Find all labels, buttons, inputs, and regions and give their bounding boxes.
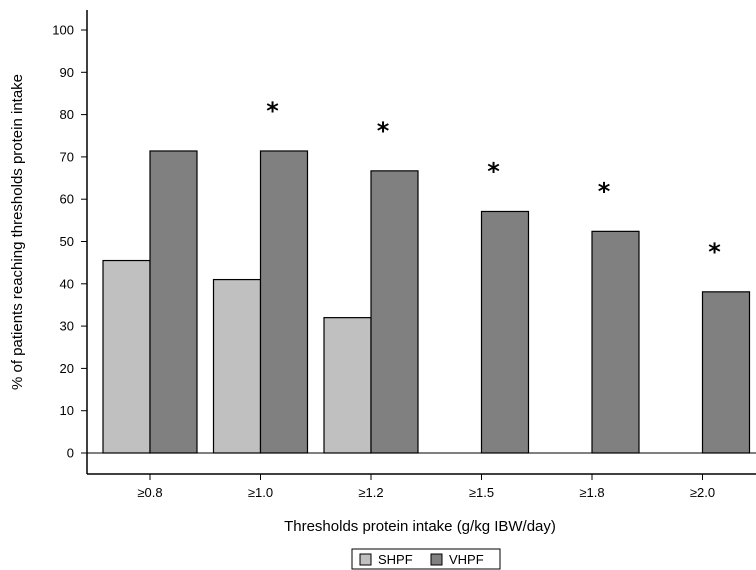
legend: SHPF VHPF [351,548,501,570]
y-tick-label: 40 [60,276,74,291]
x-tick-label: ≥1.5 [469,485,494,500]
legend-label-shpf: SHPF [378,552,413,567]
bar-vhpf-2 [370,170,419,454]
legend-label-vhpf: VHPF [449,552,484,567]
y-tick-label: 60 [60,192,74,207]
significance-asterisk: * [708,238,721,266]
legend-swatch-vhpf [430,553,443,566]
y-tick-label: 90 [60,65,74,80]
x-tick-label: ≥0.8 [137,485,162,500]
y-tick-label: 80 [60,107,74,122]
x-tick-label: ≥1.0 [248,485,273,500]
bar-vhpf-1 [259,150,309,454]
bar-vhpf-4 [591,230,640,454]
legend-box [351,548,501,570]
bars-layer [102,150,751,454]
significance-asterisk: * [598,177,611,205]
significance-asterisk: * [266,97,279,125]
significance-layer: * * * * * [266,97,721,266]
y-tick-label: 70 [60,149,74,164]
bar-vhpf-5 [701,291,751,454]
y-tick-label: 30 [60,319,74,334]
x-ticks-layer: ≥0.8 ≥1.0 ≥1.2 ≥1.5 ≥1.8 ≥2.0 [137,474,715,500]
significance-asterisk: * [377,117,390,145]
y-tick-label: 100 [52,23,74,38]
bar-vhpf-0 [149,150,198,454]
y-ticks-layer: 0 10 20 30 40 50 60 70 80 90 100 [52,23,87,461]
y-axis-title: % of patients reaching thresholds protei… [9,74,26,390]
bar-vhpf-3 [480,210,530,454]
y-tick-label: 0 [67,446,74,461]
legend-swatch-shpf [359,553,372,566]
bar-shpf-0 [102,259,151,454]
x-tick-label: ≥1.8 [579,485,604,500]
significance-asterisk: * [487,157,500,185]
y-tick-label: 50 [60,234,74,249]
bar-shpf-2 [323,317,372,454]
bar-shpf-1 [212,278,262,454]
x-axis-title: Thresholds protein intake (g/kg IBW/day) [284,518,556,535]
y-tick-label: 20 [60,361,74,376]
y-tick-label: 10 [60,403,74,418]
x-tick-label: ≥1.2 [358,485,383,500]
x-tick-label: ≥2.0 [690,485,715,500]
